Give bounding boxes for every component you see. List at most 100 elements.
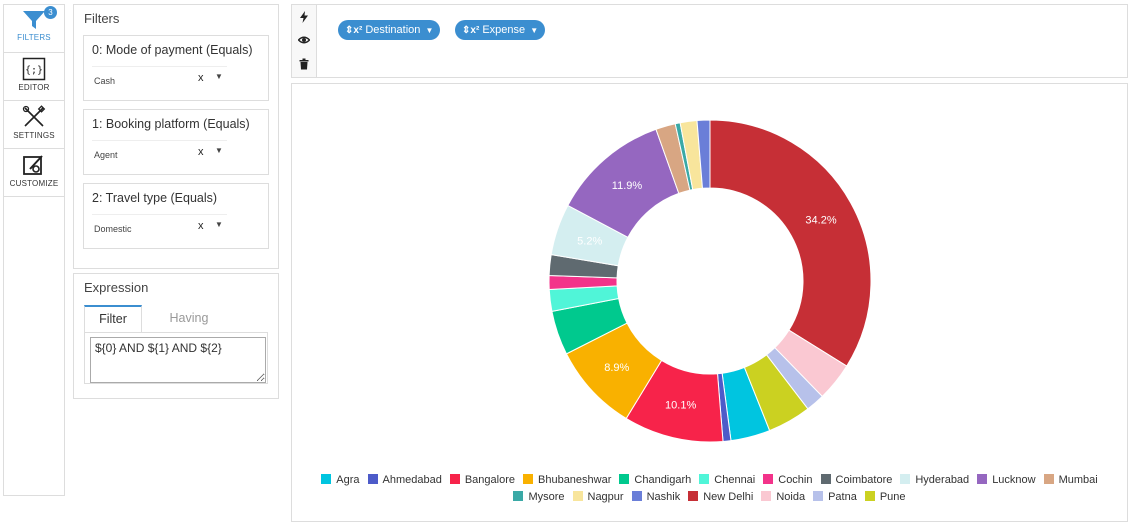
legend-label: Bangalore xyxy=(464,474,515,486)
expression-panel: Expression Filter Having xyxy=(73,273,279,399)
chevron-down-icon[interactable]: ▼ xyxy=(215,146,223,155)
clear-filter-button[interactable]: x xyxy=(198,72,204,84)
legend-item-bangalore[interactable]: Bangalore xyxy=(449,472,515,489)
editor-tab[interactable]: {;} EDITOR xyxy=(4,53,64,101)
legend-label: Nagpur xyxy=(587,491,624,503)
legend-swatch xyxy=(367,474,378,484)
data-label-bangalore: 10.1% xyxy=(665,400,696,412)
pill-label: Expense xyxy=(482,24,526,36)
filters-panel-title: Filters xyxy=(84,11,120,26)
legend-label: New Delhi xyxy=(703,491,754,503)
legend-item-nagpur[interactable]: Nagpur xyxy=(572,489,624,506)
legend-item-lucknow[interactable]: Lucknow xyxy=(977,472,1036,489)
tab-having[interactable]: Having xyxy=(169,311,209,325)
customize-tab-label: CUSTOMIZE xyxy=(9,179,59,188)
expression-input[interactable] xyxy=(90,337,266,383)
legend-swatch xyxy=(631,491,642,501)
dimension-pill-destination[interactable]: ⇕x² Destination ▼ xyxy=(338,20,441,40)
donut-chart: 10.1% 8.9% 5.2% 11.9% 34.2% xyxy=(548,119,872,443)
tab-filter[interactable]: Filter xyxy=(84,305,142,333)
legend-item-cochin[interactable]: Cochin xyxy=(763,472,813,489)
legend-label: Lucknow xyxy=(992,474,1036,486)
legend-item-coimbatore[interactable]: Coimbatore xyxy=(820,472,893,489)
legend-swatch xyxy=(688,491,699,501)
legend-item-ahmedabad[interactable]: Ahmedabad xyxy=(367,472,442,489)
data-label-hyderabad: 5.2% xyxy=(577,235,602,247)
customize-tab[interactable]: CUSTOMIZE xyxy=(4,149,64,197)
chart-legend: Agra Ahmedabad Bangalore Bhubaneshwar Chandi… xyxy=(292,472,1127,506)
legend-label: Chennai xyxy=(714,474,756,486)
filters-tab-label: FILTERS xyxy=(17,33,51,42)
legend-swatch xyxy=(513,491,524,501)
filter-value-select[interactable]: Cash xyxy=(94,76,116,86)
legend-item-nashik[interactable]: Nashik xyxy=(631,489,681,506)
legend-item-mumbai[interactable]: Mumbai xyxy=(1043,472,1098,489)
filter-card-title: 0: Mode of payment (Equals) xyxy=(92,43,253,57)
legend-label: Pune xyxy=(879,491,906,503)
legend-swatch xyxy=(977,474,988,484)
legend-label: Hyderabad xyxy=(915,474,970,486)
filter-value-select[interactable]: Agent xyxy=(94,150,118,160)
legend-item-bhubaneshwar[interactable]: Bhubaneshwar xyxy=(523,472,611,489)
slice-pune[interactable] xyxy=(743,354,809,432)
chart-panel: 10.1% 8.9% 5.2% 11.9% 34.2% Agra Ahmedabad Ban… xyxy=(291,83,1128,522)
lightning-icon[interactable] xyxy=(298,11,310,23)
eye-icon[interactable] xyxy=(298,34,310,46)
legend-swatch xyxy=(619,474,630,484)
legend-item-chennai[interactable]: Chennai xyxy=(699,472,755,489)
chevron-down-icon[interactable]: ▼ xyxy=(215,220,223,229)
legend-swatch xyxy=(763,474,774,484)
clear-filter-button[interactable]: x xyxy=(198,220,204,232)
legend-item-mysore[interactable]: Mysore xyxy=(513,489,565,506)
filters-tab[interactable]: 3 FILTERS xyxy=(4,5,64,53)
customize-icon xyxy=(23,155,43,175)
legend-label: Ahmedabad xyxy=(382,474,442,486)
legend-swatch xyxy=(813,491,824,501)
left-rail: 3 FILTERS {;} EDITOR SETTINGS CUSTOMIZE xyxy=(3,4,65,496)
tools-icon xyxy=(22,105,46,127)
legend-label: Nashik xyxy=(646,491,681,503)
filters-panel: Filters 0: Mode of payment (Equals) Cash… xyxy=(73,4,279,269)
sort-power-icon: ⇕x² xyxy=(345,25,363,36)
legend-label: Mumbai xyxy=(1058,474,1098,486)
legend-swatch xyxy=(523,474,533,484)
legend-label: Patna xyxy=(828,491,857,503)
filter-count-badge: 3 xyxy=(44,6,57,19)
legend-row: Mysore Nagpur Nashik New Delhi Noida Patna Pun… xyxy=(292,489,1127,506)
legend-item-agra[interactable]: Agra xyxy=(321,472,360,489)
legend-swatch xyxy=(761,491,772,501)
funnel-icon xyxy=(23,11,45,29)
settings-tab[interactable]: SETTINGS xyxy=(4,101,64,149)
legend-item-patna[interactable]: Patna xyxy=(813,489,857,506)
legend-label: Chandigarh xyxy=(634,474,692,486)
legend-label: Bhubaneshwar xyxy=(538,474,612,486)
measure-pill-expense[interactable]: ⇕x² Expense ▼ xyxy=(455,20,546,40)
tool-column xyxy=(292,5,317,77)
slice-new-delhi[interactable] xyxy=(709,119,872,367)
filter-card-booking-platform: 1: Booking platform (Equals) Agent x ▼ xyxy=(83,109,269,175)
svg-text:{;}: {;} xyxy=(25,65,43,76)
divider xyxy=(92,140,227,141)
legend-item-new-delhi[interactable]: New Delhi xyxy=(688,489,753,506)
filter-card-title: 1: Booking platform (Equals) xyxy=(92,117,250,131)
clear-filter-button[interactable]: x xyxy=(198,146,204,158)
legend-item-pune[interactable]: Pune xyxy=(864,489,906,506)
filter-value-select[interactable]: Domestic xyxy=(94,224,132,234)
legend-item-chandigarh[interactable]: Chandigarh xyxy=(619,472,691,489)
legend-row: Agra Ahmedabad Bangalore Bhubaneshwar Chandi… xyxy=(292,472,1127,489)
filter-card-mode-of-payment: 0: Mode of payment (Equals) Cash x ▼ xyxy=(83,35,269,101)
legend-swatch xyxy=(820,474,831,484)
data-label-bhubaneshwar: 8.9% xyxy=(604,362,629,374)
legend-label: Coimbatore xyxy=(835,474,893,486)
filter-card-title: 2: Travel type (Equals) xyxy=(92,191,218,205)
data-label-lucknow: 11.9% xyxy=(612,180,643,192)
legend-swatch xyxy=(699,474,710,484)
legend-item-hyderabad[interactable]: Hyderabad xyxy=(900,472,969,489)
legend-label: Noida xyxy=(776,491,806,503)
code-braces-icon: {;} xyxy=(22,57,46,81)
divider xyxy=(92,214,227,215)
chevron-down-icon[interactable]: ▼ xyxy=(215,72,223,81)
chevron-down-icon: ▼ xyxy=(425,26,434,35)
legend-item-noida[interactable]: Noida xyxy=(761,489,805,506)
trash-icon[interactable] xyxy=(298,58,310,70)
